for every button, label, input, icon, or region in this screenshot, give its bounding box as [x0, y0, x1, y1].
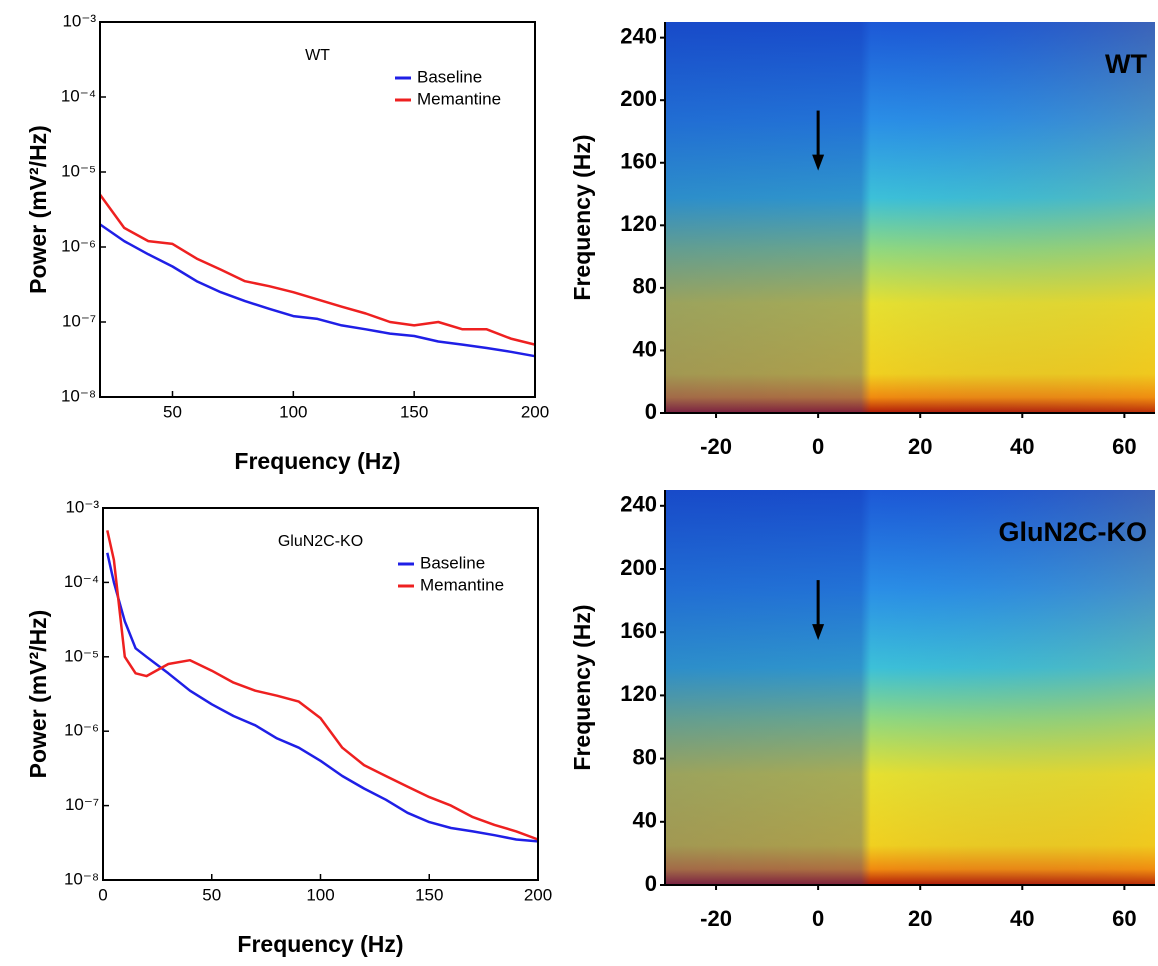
y-tick-label: 10⁻⁷ — [65, 795, 99, 814]
x-tick-label: 60 — [1112, 434, 1136, 459]
y-tick-label: 200 — [620, 555, 657, 580]
y-tick-label: 10⁻⁸ — [64, 869, 99, 888]
y-tick-label: 0 — [645, 399, 657, 424]
y-tick-label: 10⁻⁶ — [61, 236, 96, 255]
y-tick-label: 120 — [620, 211, 657, 236]
spectrogram-shade — [665, 490, 1155, 885]
y-tick-label: 0 — [645, 871, 657, 896]
y-tick-label: 160 — [620, 618, 657, 643]
x-tick-label: 50 — [202, 885, 221, 904]
x-axis-label: Frequency (Hz) — [237, 931, 403, 957]
data-line — [98, 193, 536, 346]
y-tick-label: 10⁻⁵ — [61, 161, 96, 180]
x-tick-label: 50 — [163, 402, 182, 421]
x-tick-label: 0 — [812, 434, 824, 459]
y-tick-label: 80 — [633, 744, 657, 769]
y-tick-label: 10⁻⁴ — [61, 86, 96, 105]
x-tick-label: 40 — [1010, 906, 1034, 931]
y-tick-label: 10⁻⁸ — [61, 386, 96, 405]
x-tick-label: 60 — [1112, 906, 1136, 931]
y-tick-label: 80 — [633, 274, 657, 299]
plot-frame — [99, 21, 536, 398]
y-tick-label: 240 — [620, 492, 657, 517]
y-tick-label: 10⁻⁴ — [64, 572, 99, 591]
y-tick-label: 240 — [620, 23, 657, 48]
legend-label: Memantine — [417, 89, 501, 108]
y-axis-label: Power (mV²/Hz) — [25, 610, 51, 779]
x-tick-label: 150 — [400, 402, 428, 421]
legend-label: Baseline — [417, 67, 482, 86]
x-tick-label: 0 — [812, 906, 824, 931]
x-tick-label: 200 — [521, 402, 549, 421]
x-tick-label: 0 — [98, 885, 107, 904]
y-tick-label: 160 — [620, 149, 657, 174]
x-tick-label: 100 — [279, 402, 307, 421]
x-tick-label: 40 — [1010, 434, 1034, 459]
chart-title: WT — [305, 47, 330, 64]
y-tick-label: 120 — [620, 681, 657, 706]
x-tick-label: -20 — [700, 434, 732, 459]
y-axis-label: Frequency (Hz) — [569, 134, 595, 300]
y-tick-label: 40 — [633, 336, 657, 361]
y-tick-label: 10⁻³ — [65, 497, 99, 516]
x-tick-label: 20 — [908, 434, 932, 459]
arrow-head — [812, 624, 825, 641]
y-tick-label: 10⁻³ — [62, 11, 96, 30]
spectrogram-shade — [665, 22, 1155, 413]
chart-title: GluN2C-KO — [278, 533, 363, 550]
data-line — [106, 552, 539, 843]
y-axis-label: Frequency (Hz) — [569, 604, 595, 770]
x-tick-label: 100 — [306, 885, 334, 904]
x-tick-label: 200 — [524, 885, 552, 904]
y-tick-label: 10⁻⁶ — [64, 721, 99, 740]
data-line — [99, 223, 536, 358]
x-tick-label: -20 — [700, 906, 732, 931]
legend-label: Memantine — [420, 575, 504, 594]
y-axis-label: Power (mV²/Hz) — [25, 125, 51, 294]
y-tick-label: 40 — [633, 808, 657, 833]
chart-title: WT — [1105, 49, 1147, 79]
y-tick-label: 200 — [620, 86, 657, 111]
x-tick-label: 150 — [415, 885, 443, 904]
x-tick-label: 20 — [908, 906, 932, 931]
data-line — [106, 530, 539, 841]
chart-title: GluN2C-KO — [999, 517, 1148, 547]
y-tick-label: 10⁻⁷ — [62, 311, 96, 330]
x-axis-label: Frequency (Hz) — [234, 448, 400, 474]
arrow-head — [812, 154, 825, 171]
legend-label: Baseline — [420, 553, 485, 572]
y-tick-label: 10⁻⁵ — [64, 646, 99, 665]
